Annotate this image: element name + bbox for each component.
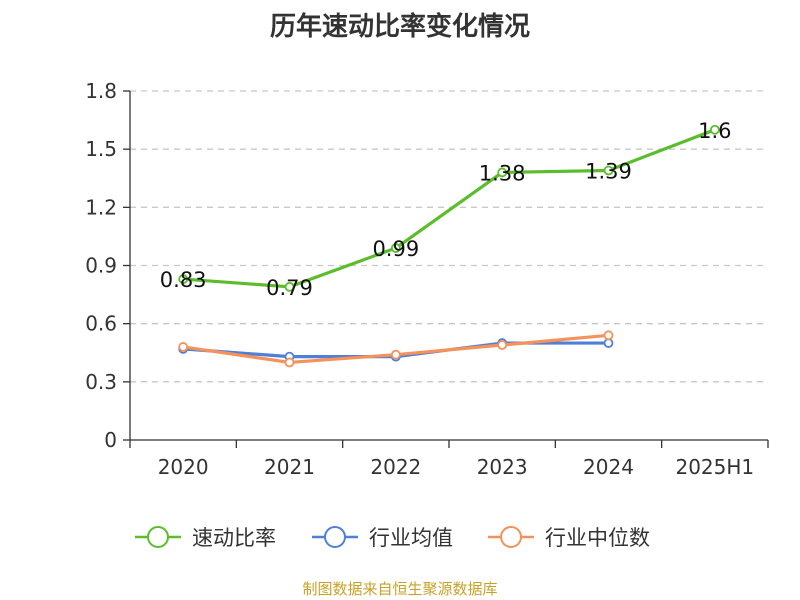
x-tick-label: 2020 bbox=[158, 455, 209, 479]
x-tick-label: 2021 bbox=[264, 455, 315, 479]
legend-marker bbox=[147, 526, 169, 548]
y-tick-label: 0 bbox=[104, 428, 117, 452]
data-point[interactable] bbox=[603, 330, 614, 341]
data-point[interactable] bbox=[603, 165, 614, 176]
data-point[interactable] bbox=[709, 124, 720, 135]
y-tick-label: 1.8 bbox=[85, 79, 117, 103]
legend[interactable]: 速动比率 行业均值 行业中位数 bbox=[135, 526, 650, 550]
legend-marker bbox=[324, 526, 346, 548]
grid-lines bbox=[130, 90, 768, 383]
data-point[interactable] bbox=[284, 281, 295, 292]
data-labels: 0.83 0.79 0.99 1.38 1.39 1.6 bbox=[160, 119, 732, 300]
data-point[interactable] bbox=[497, 167, 508, 178]
data-point[interactable] bbox=[178, 274, 189, 284]
legend-label: 行业均值 bbox=[369, 526, 453, 550]
data-label: 0.99 bbox=[372, 237, 419, 261]
y-tick-label: 1.2 bbox=[85, 195, 117, 219]
legend-label: 速动比率 bbox=[192, 526, 276, 550]
y-tick-label: 0.3 bbox=[85, 370, 117, 394]
data-point[interactable] bbox=[390, 349, 401, 360]
series-line bbox=[183, 128, 716, 289]
series-layer bbox=[178, 124, 720, 368]
data-label: 1.6 bbox=[698, 119, 731, 143]
source-note: 制图数据来自恒生聚源数据库 bbox=[302, 580, 498, 598]
legend-item[interactable]: 行业均值 bbox=[312, 526, 453, 550]
data-point[interactable] bbox=[497, 340, 508, 350]
x-tick-label: 2023 bbox=[477, 455, 528, 479]
legend-item[interactable]: 行业中位数 bbox=[488, 526, 650, 550]
data-point[interactable] bbox=[603, 338, 614, 348]
axes: 0 0.3 0.6 0.9 1.2 1.5 1.8 2020 2021 2022 2023 2024 2… bbox=[85, 79, 769, 479]
data-label: 0.83 bbox=[160, 268, 207, 292]
legend-item[interactable]: 速动比率 bbox=[135, 526, 276, 550]
y-tick-label: 0.9 bbox=[85, 254, 117, 278]
legend-marker bbox=[500, 526, 522, 548]
data-label: 1.38 bbox=[479, 161, 526, 185]
y-tick-label: 1.5 bbox=[85, 137, 117, 161]
data-label: 0.79 bbox=[266, 276, 313, 300]
x-tick-label: 2024 bbox=[583, 455, 634, 479]
chart-title: 历年速动比率变化情况 bbox=[269, 12, 530, 42]
data-point[interactable] bbox=[284, 357, 295, 368]
data-point[interactable] bbox=[178, 342, 189, 352]
data-point[interactable] bbox=[390, 243, 401, 253]
data-label: 1.39 bbox=[585, 159, 632, 183]
x-tick-label: 2022 bbox=[370, 455, 421, 479]
x-tick-label: 2025H1 bbox=[675, 455, 754, 479]
y-tick-label: 0.6 bbox=[85, 312, 117, 336]
legend-label: 行业中位数 bbox=[545, 526, 650, 550]
